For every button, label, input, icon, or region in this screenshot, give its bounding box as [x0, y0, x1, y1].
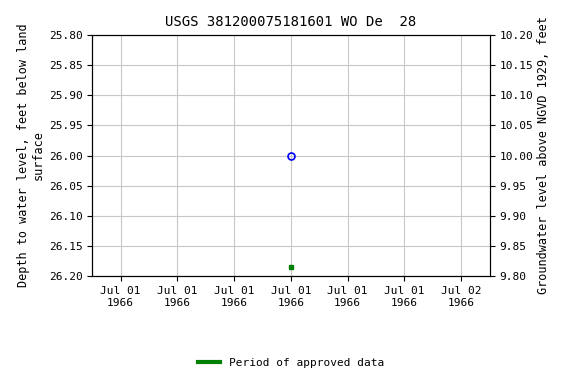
Y-axis label: Groundwater level above NGVD 1929, feet: Groundwater level above NGVD 1929, feet [537, 17, 550, 295]
Y-axis label: Depth to water level, feet below land
surface: Depth to water level, feet below land su… [17, 24, 44, 287]
Legend: Period of approved data: Period of approved data [194, 354, 388, 372]
Title: USGS 381200075181601 WO De  28: USGS 381200075181601 WO De 28 [165, 15, 416, 29]
